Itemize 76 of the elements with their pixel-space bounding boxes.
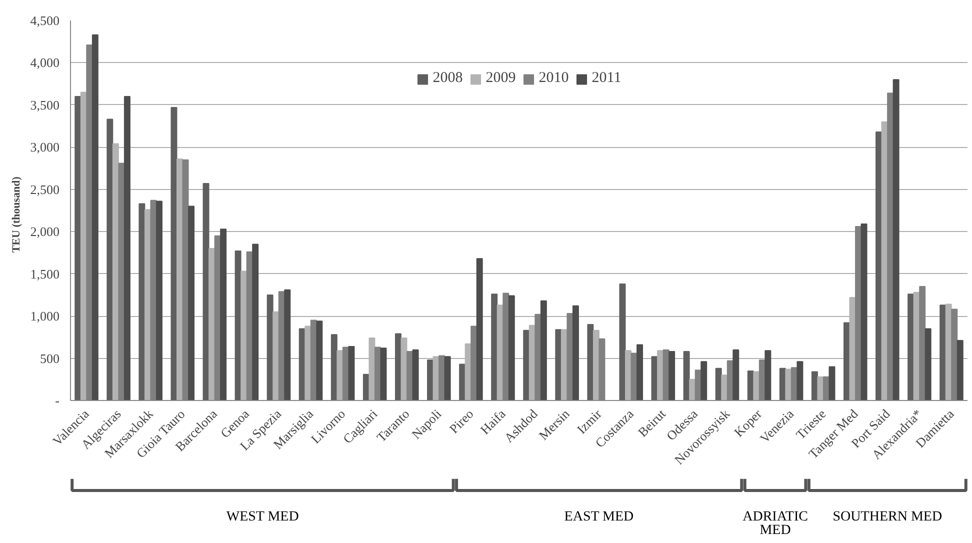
bar: [188, 206, 195, 400]
bar: [124, 96, 130, 400]
bar: [348, 346, 355, 400]
bar: [876, 131, 882, 400]
y-tick-label: 2,500: [30, 182, 60, 197]
bar: [764, 350, 772, 400]
bar: [508, 295, 515, 400]
bar: [860, 224, 868, 400]
y-tick-label: 4,000: [30, 55, 60, 70]
bar: [625, 350, 632, 400]
bar: [892, 79, 900, 400]
y-tick-label: 4,500: [30, 13, 60, 28]
bar: [176, 158, 183, 400]
bar: [683, 351, 690, 400]
bar: [156, 200, 162, 400]
text: SOUTHERN MED: [832, 510, 942, 524]
y-axis-title: TEU (thousand): [10, 176, 22, 253]
bar: [572, 305, 579, 400]
bar: [721, 374, 728, 400]
bar: [700, 361, 708, 400]
text: WEST MED: [226, 510, 299, 524]
bar: [476, 258, 483, 400]
bar: [956, 340, 964, 400]
bar: [92, 34, 98, 400]
legend-label: 2009: [486, 70, 516, 87]
y-tick-label: -: [55, 393, 60, 408]
bar: [940, 304, 946, 400]
bar: [908, 294, 914, 400]
bar: [828, 366, 836, 400]
bar: [668, 351, 676, 400]
bar: [636, 344, 644, 400]
bar: [304, 326, 312, 400]
bar: [587, 324, 594, 400]
y-tick-label: 1,000: [30, 308, 60, 324]
bar: [555, 329, 562, 400]
bar: [380, 348, 387, 400]
bar: [74, 96, 82, 400]
text: EAST MED: [564, 510, 634, 524]
bar: [491, 294, 498, 400]
bar: [796, 361, 804, 400]
legend-label: 2010: [538, 70, 569, 87]
bar: [138, 203, 146, 400]
bar: [220, 228, 227, 400]
bar: [412, 349, 419, 400]
bar: [732, 349, 740, 400]
bar: [106, 118, 114, 400]
bar: [689, 378, 696, 400]
bar: [208, 248, 216, 400]
bar: [523, 330, 530, 400]
bar: [540, 300, 547, 400]
bar: [924, 328, 932, 400]
bar: [427, 359, 434, 400]
y-tick-label: 3,000: [30, 140, 60, 155]
bar: [459, 364, 466, 400]
legend-label: 2011: [592, 70, 622, 87]
bar: [444, 356, 451, 400]
bar: [843, 322, 850, 400]
y-tick-label: 1,500: [30, 266, 60, 282]
y-tick-label: 3,500: [30, 97, 60, 112]
y-tick-label: 500: [40, 350, 60, 366]
bar: [316, 320, 323, 400]
bar: [619, 283, 626, 400]
bar: [657, 350, 664, 400]
bar: [240, 270, 248, 400]
y-tick-label: 2,000: [30, 224, 60, 240]
bar: [785, 368, 792, 400]
bar: [817, 376, 824, 400]
bar: [394, 333, 402, 400]
bar: [252, 244, 259, 400]
bar: [272, 311, 280, 400]
bar: [336, 350, 344, 400]
bar: [170, 106, 178, 400]
bar: [284, 289, 291, 400]
bar: [753, 371, 760, 400]
text: ADRIATIC MED: [742, 510, 808, 538]
legend-label: 2008: [432, 70, 463, 87]
